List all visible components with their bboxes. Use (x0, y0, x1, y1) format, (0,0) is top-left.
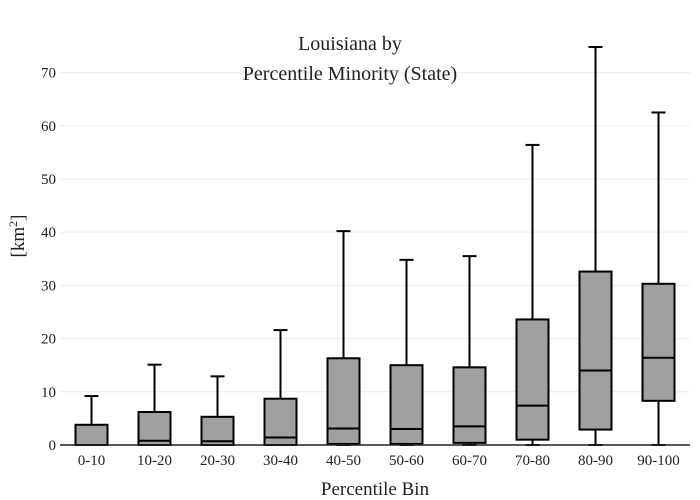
y-tick-label: 10 (41, 385, 56, 401)
x-tick-label: 20-30 (200, 453, 235, 469)
x-tick-label: 80-90 (578, 453, 613, 469)
y-axis-title-base: [km (8, 227, 29, 258)
y-axis-title-close: ] (8, 215, 29, 221)
y-tick-labels: 0 10 20 30 40 50 60 70 (41, 66, 56, 454)
iqr-box (578, 270, 613, 431)
x-tick-label: 70-80 (515, 453, 550, 469)
y-tick-label: 30 (41, 278, 56, 294)
boxes-layer (74, 46, 676, 447)
x-tick-label: 60-70 (452, 453, 487, 469)
y-axis-title: [km2] (6, 215, 29, 258)
x-tick-label: 40-50 (326, 453, 361, 469)
chart-title-line-2: Percentile Minority (State) (243, 63, 457, 85)
x-tick-label: 50-60 (389, 453, 424, 469)
box-90-100 (641, 111, 676, 446)
iqr-box (452, 366, 487, 444)
y-tick-label: 20 (41, 332, 56, 348)
box-0-10 (74, 395, 109, 446)
box-50-60 (389, 258, 424, 446)
iqr-box (326, 357, 361, 445)
box-20-30 (200, 375, 235, 446)
iqr-box (74, 423, 109, 446)
x-tick-label: 30-40 (263, 453, 298, 469)
chart-title-line-1: Louisiana by (298, 33, 402, 55)
x-tick-label: 0-10 (78, 453, 106, 469)
x-tick-labels: 0-10 10-20 20-30 30-40 40-50 50-60 60-70 70-80 8… (78, 453, 680, 469)
iqr-box (641, 282, 676, 402)
box-30-40 (263, 329, 298, 447)
y-tick-label: 50 (41, 172, 56, 188)
y-axis-title-superscript: 2 (6, 221, 20, 227)
iqr-box (389, 364, 424, 445)
y-tick-label: 0 (49, 438, 57, 454)
box-10-20 (137, 363, 172, 446)
y-tick-label: 60 (41, 119, 56, 135)
box-40-50 (326, 230, 361, 446)
x-axis-title: Percentile Bin (321, 479, 430, 500)
x-tick-label: 90-100 (637, 453, 680, 469)
box-60-70 (452, 255, 487, 446)
box-70-80 (515, 143, 550, 446)
box-80-90 (578, 46, 613, 446)
x-tick-label: 10-20 (137, 453, 172, 469)
y-tick-label: 40 (41, 225, 56, 241)
grid-lines (60, 72, 690, 393)
iqr-box (515, 318, 550, 441)
y-tick-label: 70 (41, 66, 56, 82)
